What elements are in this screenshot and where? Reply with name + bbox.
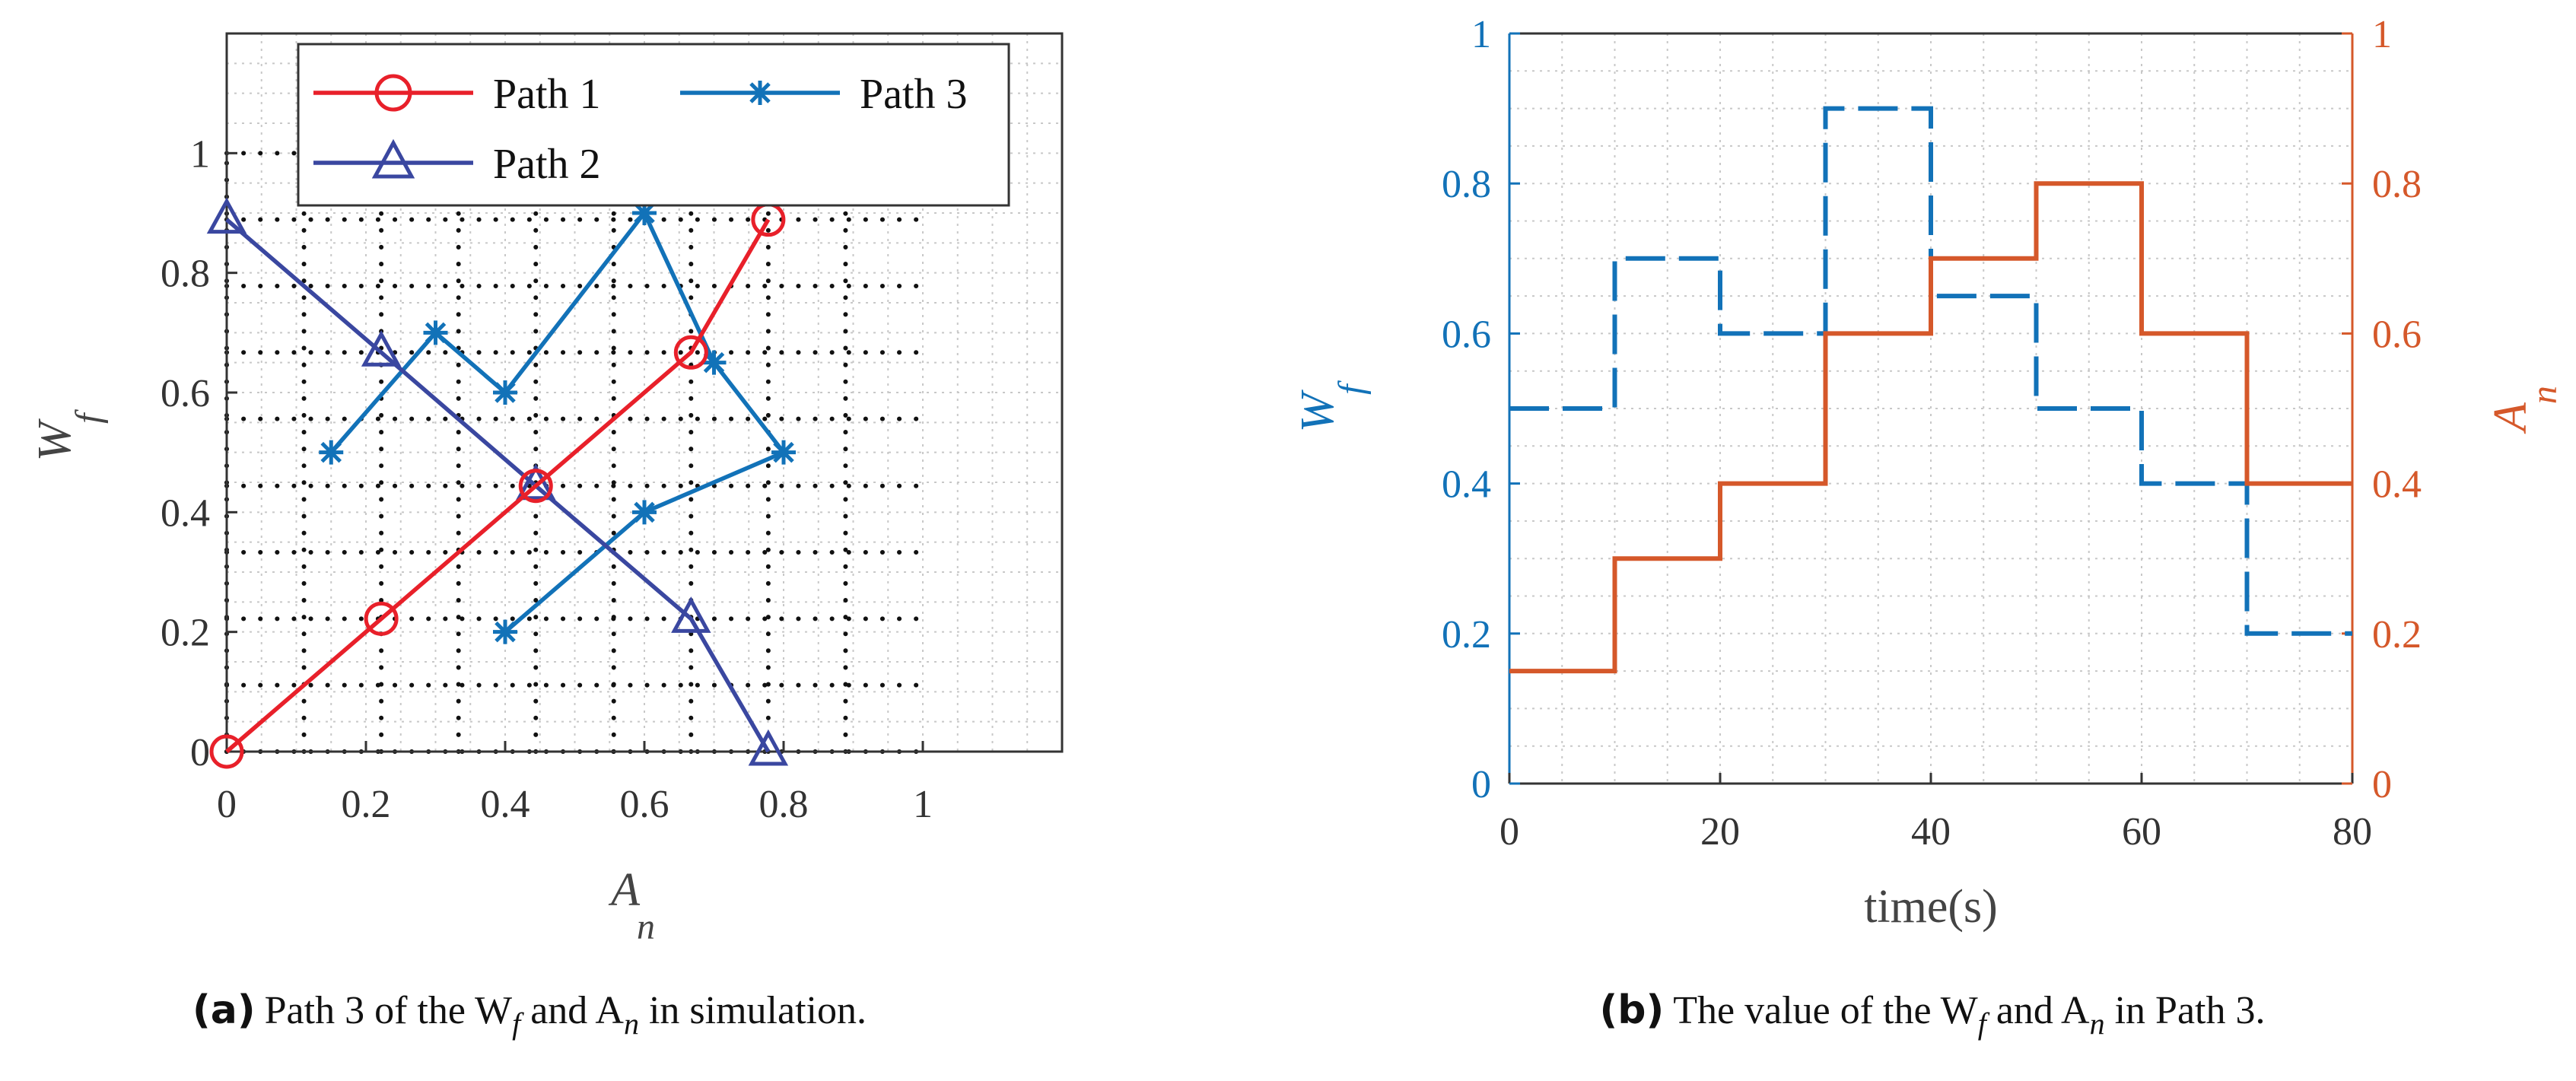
circle-marker — [673, 335, 708, 370]
star-marker — [493, 619, 517, 644]
caption-mid: and A — [520, 989, 624, 1032]
triangle-marker — [206, 197, 247, 234]
caption-label: (a) — [192, 987, 256, 1033]
legend-label: Path 3 — [860, 71, 968, 118]
star-marker — [701, 350, 727, 375]
left-y-tick-label: 0.8 — [1442, 163, 1491, 206]
caption-sub: n — [624, 1006, 639, 1041]
right-y-tick-label: 0.2 — [2372, 613, 2422, 657]
legend-star-marker — [748, 81, 772, 105]
circle-marker — [364, 601, 399, 636]
left-y-tick-label: 0.4 — [1442, 463, 1491, 507]
x-tick-label: 0 — [217, 783, 237, 826]
caption-end: in Path 3. — [2105, 989, 2266, 1032]
y-axis-label: Wf — [29, 409, 109, 462]
x-tick-label: 0 — [1499, 810, 1519, 854]
left-y-tick-label: 1 — [1471, 13, 1491, 56]
caption-sub: n — [2090, 1006, 2105, 1041]
right-y-axis-label: An — [2485, 386, 2565, 434]
y-tick-label: 0.4 — [161, 491, 210, 535]
star-marker — [493, 380, 517, 405]
x-tick-label: 0.8 — [759, 783, 809, 826]
x-tick-label: 60 — [2122, 810, 2161, 854]
left-y-tick-label: 0.2 — [1442, 613, 1491, 657]
right-y-axis-label-sub: n — [2524, 386, 2565, 404]
x-axis-label: time(s) — [1864, 881, 1998, 933]
caption-mid: and A — [1986, 989, 2090, 1032]
right-y-tick-label: 0.8 — [2372, 163, 2422, 206]
chart-b: 0 20 40 60 800 00.2 0.20.4 0.40.6 0.60.8 0.81 1tim… — [1292, 13, 2565, 1041]
y-tick-label: 0.6 — [161, 372, 210, 415]
circle-marker — [209, 734, 244, 769]
caption-label: (b) — [1600, 987, 1665, 1033]
triangle-marker — [748, 729, 789, 766]
legend: Path 1 Path 2 Path 3 — [297, 43, 1010, 207]
y-tick-label: 1 — [190, 132, 210, 176]
triangle-marker — [671, 596, 711, 633]
triangle-marker — [516, 463, 556, 501]
triangle-marker — [361, 330, 402, 367]
caption-a: (a) Path 3 of the Wf and An in simulation… — [192, 987, 867, 1041]
x-axis-label-main: A — [608, 864, 641, 916]
caption-text: The value of the W — [1673, 989, 1977, 1032]
y-tick-label: 0.2 — [161, 612, 210, 655]
right-y-tick-label: 1 — [2372, 13, 2392, 56]
caption-b: (b) The value of the Wf and An in Path 3. — [1600, 987, 2266, 1041]
star-marker — [632, 201, 657, 225]
left-y-tick-label: 0.6 — [1442, 313, 1491, 356]
left-y-axis-label: Wf — [1292, 380, 1372, 433]
legend-box — [297, 43, 1010, 207]
circle-marker — [518, 469, 553, 504]
caption-end: in simulation. — [639, 989, 867, 1032]
step-series-w-f — [1509, 106, 2352, 636]
x-tick-label: 1 — [913, 783, 933, 826]
x-tick-label: 40 — [1911, 810, 1951, 854]
right-y-axis-label-main: A — [2485, 402, 2536, 434]
left-y-axis-label-main: W — [1292, 389, 1344, 433]
step-series-a-n — [1509, 181, 2352, 674]
x-tick-label: 80 — [2333, 810, 2372, 854]
caption-text: Path 3 of the W — [265, 989, 512, 1032]
legend-label: Path 2 — [493, 141, 601, 188]
star-marker — [423, 320, 448, 345]
x-tick-label: 0.4 — [481, 783, 530, 826]
y-axis-label-sub: f — [68, 409, 109, 424]
right-y-tick-label: 0.6 — [2372, 313, 2422, 356]
series-line-path-1 — [225, 218, 771, 754]
y-tick-label: 0 — [190, 731, 210, 774]
star-marker — [319, 440, 344, 465]
x-tick-label: 0.6 — [620, 783, 669, 826]
y-tick-label: 0.8 — [161, 253, 210, 296]
x-tick-label: 20 — [1700, 810, 1740, 854]
x-axis-label-sub: n — [637, 907, 655, 947]
y-axis-label-main: W — [29, 418, 81, 462]
left-y-axis-label-sub: f — [1331, 380, 1372, 395]
right-y-tick-label: 0 — [2372, 763, 2392, 806]
legend-label: Path 1 — [493, 71, 601, 118]
star-marker — [632, 500, 657, 525]
right-y-tick-label: 0.4 — [2372, 463, 2422, 507]
star-marker — [771, 440, 796, 465]
x-tick-label: 0.2 — [342, 783, 391, 826]
legend-circle-marker — [374, 74, 412, 112]
legend-triangle-marker — [371, 138, 415, 179]
series-line-path-3 — [329, 211, 786, 634]
left-y-tick-label: 0 — [1471, 763, 1491, 806]
